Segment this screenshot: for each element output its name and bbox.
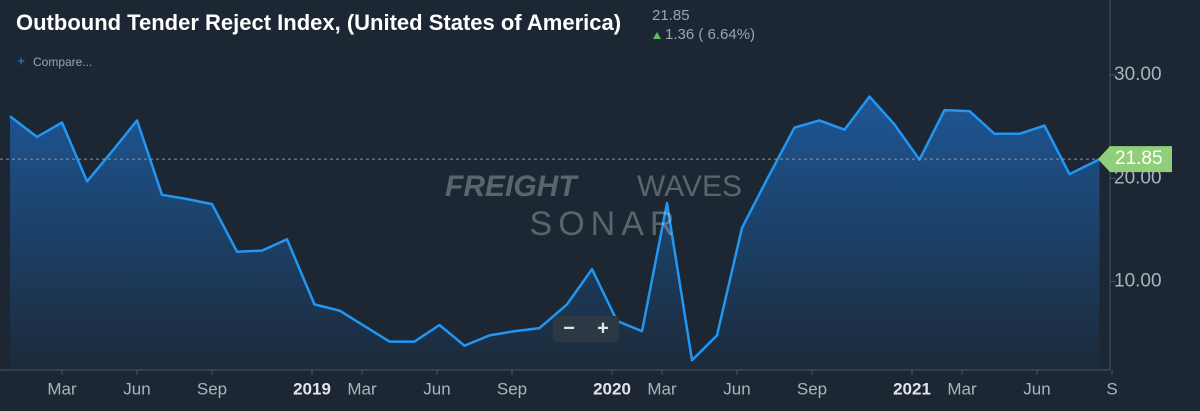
x-tick-label: Sep [497, 379, 527, 398]
header-change: 1.36 ( 6.64%) [665, 26, 755, 43]
x-tick-label: Mar [947, 379, 977, 398]
last-value-label: 21.85 [1115, 148, 1163, 169]
x-tick-label: 2019 [293, 379, 331, 398]
area [10, 96, 1100, 370]
x-tick-label: Sep [197, 379, 227, 398]
up-arrow [653, 32, 661, 39]
zoom-box [553, 316, 619, 342]
compare-plus[interactable]: + [17, 53, 25, 69]
x-tick-label: Jun [123, 379, 150, 398]
watermark: FREIGHT WAVES SONAR [445, 170, 742, 243]
x-tick-label: Jun [1023, 379, 1050, 398]
compare-link[interactable]: Compare... [33, 55, 92, 69]
x-tick-label: Mar [347, 379, 377, 398]
x-tick-label: S [1106, 379, 1117, 398]
x-tick-label: Mar [47, 379, 77, 398]
last-value-tag [1098, 146, 1172, 173]
y-tick-label: 20.00 [1114, 167, 1162, 188]
zoom-controls: − + [553, 316, 619, 342]
y-tick-label: 10.00 [1114, 271, 1162, 292]
title: Outbound Tender Reject Index, (United St… [16, 10, 621, 35]
x-tick-label: 2020 [593, 379, 631, 398]
header-value: 21.85 [652, 7, 690, 24]
zoom-in[interactable]: + [597, 317, 609, 339]
x-tick-label: Mar [647, 379, 677, 398]
watermark-product: SONAR [530, 205, 681, 243]
x-tick-label: Jun [723, 379, 750, 398]
zoom-out[interactable]: − [563, 317, 575, 339]
y-tick-label: 30.00 [1114, 64, 1162, 85]
x-tick-label: Sep [797, 379, 827, 398]
watermark-brand: FREIGHT [445, 170, 579, 203]
x-tick-label: Jun [423, 379, 450, 398]
watermark-brand: WAVES [637, 170, 742, 203]
line [9, 95, 1101, 362]
x-tick-label: 2021 [893, 379, 931, 398]
